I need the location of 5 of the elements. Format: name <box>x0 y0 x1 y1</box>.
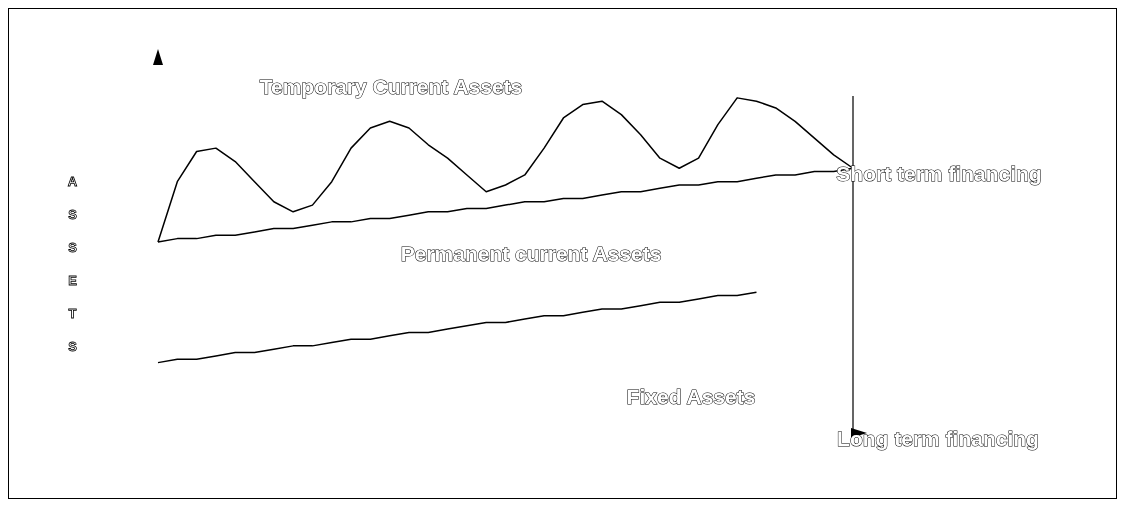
annotation: Fixed Assets <box>626 385 756 408</box>
annotation: Temporary Current Assets <box>259 75 523 98</box>
annotation: Long term financing <box>837 427 1039 450</box>
annotation: Permanent current Assets <box>400 242 662 265</box>
text: ASSETS <box>65 174 80 372</box>
